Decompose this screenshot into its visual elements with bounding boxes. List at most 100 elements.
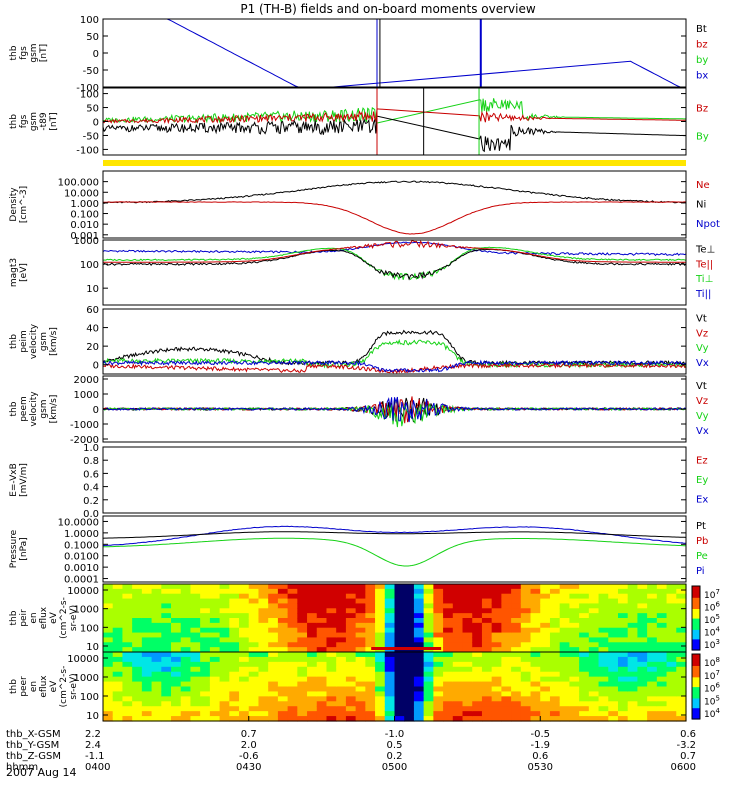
ylabel-line: [nT] (39, 44, 49, 62)
spectrogram-cell (287, 618, 298, 624)
spectrogram-cell (598, 608, 609, 614)
spectrogram-cell (676, 603, 687, 609)
spectrogram-cell (336, 642, 347, 648)
spectrogram-cell (433, 666, 444, 673)
spectrogram-cell (520, 681, 532, 688)
spectrogram-cell (132, 676, 143, 683)
spectrogram-cell (229, 642, 240, 648)
spectrogram-cell (530, 696, 541, 702)
spectrogram-cell (452, 618, 464, 624)
spectrogram-cell (491, 691, 502, 697)
spectrogram-cell (355, 627, 366, 634)
spectrogram-cell (297, 613, 308, 619)
spectrogram-cell (355, 691, 366, 697)
colorbar-cell (692, 684, 700, 688)
spectrogram-cell (209, 632, 221, 639)
spectrogram-cell (501, 676, 512, 683)
spectrogram-cell (472, 691, 483, 697)
spectrogram-cell (511, 686, 522, 693)
spectrogram-cell (433, 701, 444, 707)
spectrogram-cell (287, 716, 298, 722)
spectrogram-cell (384, 632, 396, 639)
spectrogram-cell (443, 618, 454, 624)
spectrogram-cell (462, 711, 473, 717)
ytick-label: 10 (86, 284, 99, 295)
spectrogram-cell (345, 681, 357, 688)
spectrogram-cell (559, 701, 570, 707)
spectrogram-cell (637, 603, 648, 609)
spectrogram-cell (530, 627, 541, 634)
spectrogram-cell (501, 701, 512, 707)
spectrogram-cell (666, 642, 677, 648)
spectrogram-cell (540, 666, 551, 673)
spectrogram-cell (171, 676, 182, 683)
spectrogram-cell (549, 652, 561, 658)
spectrogram-cell (365, 647, 376, 653)
legend-entry: Bt (696, 24, 707, 35)
spectrogram-cell (112, 627, 124, 634)
spectrogram-cell (277, 627, 289, 634)
spectrogram-cell (190, 647, 201, 653)
spectrogram-cell (365, 656, 376, 663)
spectrogram-cell (141, 652, 153, 658)
spectrogram-cell (617, 613, 629, 619)
ytick-label: 100 (80, 623, 99, 634)
spectrogram-cell (209, 666, 221, 673)
spectrogram-cell (287, 637, 298, 643)
spectrogram-cell (161, 681, 172, 688)
spectrogram-cell (307, 588, 318, 595)
panel-frame (102, 170, 687, 239)
spectrogram-cell (297, 681, 308, 688)
spectrogram-cell (219, 661, 230, 668)
spectrogram-cell (481, 676, 493, 683)
spectrogram-cell (433, 642, 444, 648)
ylabel-line: sr-eV) (69, 605, 79, 631)
ytick-label: 1.000 (70, 199, 99, 210)
spectrogram-cell (588, 666, 600, 673)
legend-entry: Ne (696, 180, 710, 191)
spectrogram-cell (404, 593, 415, 600)
spectrogram-cell (258, 652, 269, 658)
spectrogram-cell (384, 686, 396, 693)
spectrogram-cell (258, 656, 269, 663)
spectrogram-cell (307, 706, 318, 712)
spectrogram-cell (433, 613, 444, 619)
spectrogram-cell (394, 618, 405, 624)
spectrogram-cell (287, 627, 298, 634)
spectrogram-cell (258, 622, 269, 629)
spectrogram-cell (608, 661, 619, 668)
spectrogram-cell (248, 593, 260, 600)
spectrogram-cell (151, 671, 162, 678)
spectrogram-cell (180, 627, 192, 634)
spectrogram-cell (617, 603, 629, 609)
xaxis-tick-value: 0400 (85, 762, 110, 773)
spectrogram-cell (559, 671, 570, 678)
spectrogram-cell (268, 627, 279, 634)
colorbar-cell (692, 605, 700, 608)
spectrogram-cell (666, 598, 677, 605)
spectrogram-cell (248, 681, 260, 688)
spectrogram-cell (112, 632, 124, 639)
panel-peir-spectrogram: thb peir en eflux eV (cm^2-s-sr-eV)1000010001… (9, 583, 720, 653)
spectrogram-cell (239, 681, 250, 688)
spectrogram-cell (676, 618, 687, 624)
colorbar-tick: 107 (704, 669, 720, 682)
legend-entry: Vy (696, 343, 709, 354)
spectrogram-cell (151, 593, 162, 600)
spectrogram-cell (627, 622, 639, 629)
spectrogram-cell (326, 671, 337, 678)
spectrogram-cell (559, 598, 570, 605)
spectrogram-cell (316, 711, 328, 717)
spectrogram-cell (248, 584, 260, 590)
spectrogram-cell (180, 681, 192, 688)
spectrogram-cell (365, 618, 376, 624)
spectrogram-cell (258, 671, 269, 678)
ytick-label: -100 (76, 83, 99, 94)
spectrogram-cell (190, 618, 201, 624)
spectrogram-cell (229, 593, 240, 600)
ylabel-line: thb (9, 114, 19, 129)
spectrogram-cell (268, 613, 279, 619)
spectrogram-cell (365, 642, 376, 648)
spectrogram-cell (336, 613, 347, 619)
